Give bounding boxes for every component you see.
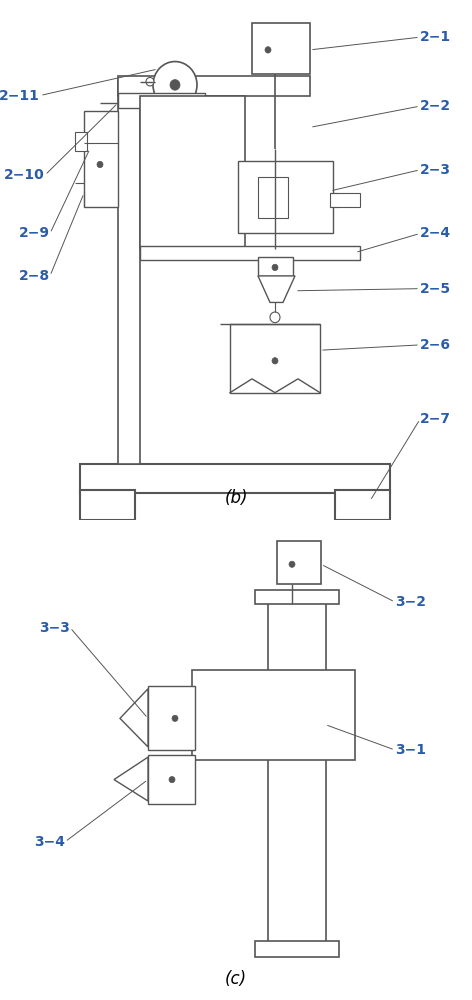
- Bar: [80, 490, 135, 520]
- Circle shape: [146, 77, 154, 86]
- Circle shape: [270, 312, 280, 323]
- Bar: [277, 541, 321, 584]
- Bar: [148, 686, 195, 750]
- Polygon shape: [114, 757, 148, 801]
- Text: (c): (c): [225, 970, 247, 988]
- Bar: [84, 111, 118, 207]
- Text: 2−8: 2−8: [19, 269, 50, 283]
- Circle shape: [272, 358, 278, 364]
- Circle shape: [170, 80, 180, 90]
- Bar: [75, 132, 87, 151]
- Bar: [238, 161, 333, 233]
- Bar: [258, 177, 288, 218]
- Bar: [255, 590, 339, 604]
- Text: 2−5: 2−5: [420, 282, 451, 296]
- Text: 2−4: 2−4: [420, 226, 451, 240]
- Polygon shape: [120, 689, 148, 747]
- Text: 2−10: 2−10: [4, 168, 45, 182]
- Text: 2−3: 2−3: [420, 163, 451, 177]
- Text: (b): (b): [224, 489, 248, 507]
- Text: 3−4: 3−4: [34, 835, 65, 849]
- Bar: [140, 246, 360, 260]
- Text: 3−1: 3−1: [395, 743, 426, 757]
- Text: 2−7: 2−7: [420, 412, 451, 426]
- Bar: [118, 80, 140, 464]
- Text: 3−3: 3−3: [39, 621, 70, 635]
- Bar: [192, 670, 355, 760]
- Circle shape: [172, 715, 178, 721]
- Bar: [118, 76, 310, 96]
- Bar: [255, 941, 339, 957]
- Bar: [80, 464, 390, 493]
- Bar: [335, 490, 390, 520]
- Circle shape: [169, 777, 175, 783]
- Bar: [148, 755, 195, 804]
- Bar: [268, 602, 326, 944]
- Text: 2−6: 2−6: [420, 338, 451, 352]
- Bar: [118, 93, 205, 108]
- Circle shape: [265, 47, 271, 53]
- Text: 2−11: 2−11: [0, 89, 40, 103]
- Circle shape: [289, 561, 295, 567]
- Text: 3−2: 3−2: [395, 595, 426, 609]
- Text: 2−1: 2−1: [420, 30, 451, 44]
- Bar: [230, 324, 320, 393]
- Circle shape: [272, 264, 278, 271]
- Bar: [258, 257, 293, 276]
- Text: 2−9: 2−9: [19, 226, 50, 240]
- Bar: [252, 23, 310, 74]
- Circle shape: [97, 161, 103, 168]
- Polygon shape: [258, 276, 295, 302]
- Bar: [140, 96, 245, 249]
- Text: 2−2: 2−2: [420, 99, 451, 113]
- Bar: [330, 193, 360, 207]
- Circle shape: [153, 62, 197, 108]
